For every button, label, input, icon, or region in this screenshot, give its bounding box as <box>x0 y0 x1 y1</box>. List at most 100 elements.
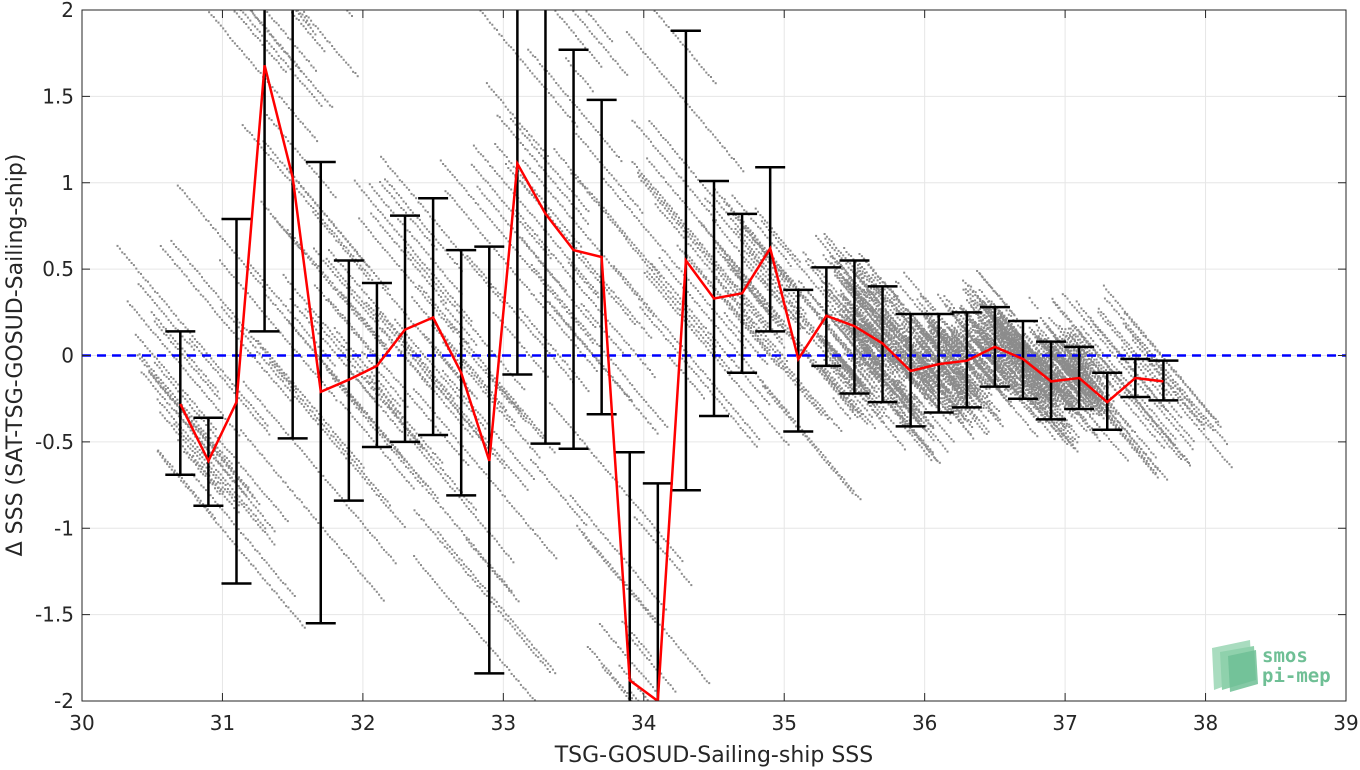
scatter-point <box>541 241 543 243</box>
scatter-point <box>337 313 339 315</box>
scatter-point <box>568 239 570 241</box>
scatter-point <box>430 488 432 490</box>
scatter-point <box>475 344 477 346</box>
scatter-point <box>517 408 519 410</box>
scatter-point <box>222 469 224 471</box>
scatter-point <box>463 459 465 461</box>
scatter-point <box>222 238 224 240</box>
scatter-point <box>440 473 442 475</box>
scatter-point <box>534 233 536 235</box>
scatter-point <box>494 570 496 572</box>
scatter-point <box>472 574 474 576</box>
scatter-point <box>257 340 259 342</box>
scatter-point <box>257 37 259 39</box>
scatter-point <box>541 541 543 543</box>
scatter-point <box>512 621 514 623</box>
scatter-point <box>369 395 371 397</box>
scatter-point <box>556 361 558 363</box>
scatter-point <box>359 255 361 257</box>
scatter-point <box>289 179 291 181</box>
scatter-point <box>442 292 444 294</box>
scatter-point <box>598 62 600 64</box>
scatter-point <box>496 173 498 175</box>
scatter-point <box>380 311 382 313</box>
scatter-point <box>160 379 162 381</box>
scatter-point <box>207 384 209 386</box>
scatter-point <box>466 499 468 501</box>
scatter-point <box>548 207 550 209</box>
scatter-point <box>168 378 170 380</box>
scatter-point <box>439 418 441 420</box>
scatter-point <box>228 327 230 329</box>
scatter-point <box>329 41 331 43</box>
scatter-point <box>359 573 361 575</box>
scatter-point <box>484 593 486 595</box>
scatter-point <box>576 267 578 269</box>
scatter-point <box>570 264 572 266</box>
scatter-point <box>182 419 184 421</box>
scatter-point <box>408 189 410 191</box>
scatter-point <box>341 336 343 338</box>
scatter-point <box>333 225 335 227</box>
scatter-point <box>434 494 436 496</box>
scatter-point <box>484 587 486 589</box>
scatter-point <box>175 410 177 412</box>
scatter-point <box>436 351 438 353</box>
scatter-point <box>595 129 597 131</box>
scatter-point <box>266 284 268 286</box>
scatter-point <box>250 272 252 274</box>
scatter-point <box>268 374 270 376</box>
scatter-point <box>475 428 477 430</box>
scatter-point <box>396 192 398 194</box>
scatter-point <box>271 290 273 292</box>
scatter-point <box>369 582 371 584</box>
scatter-point <box>538 165 540 167</box>
scatter-point <box>288 235 290 237</box>
scatter-point <box>305 28 307 30</box>
scatter-point <box>476 376 478 378</box>
scatter-point <box>538 222 540 224</box>
scatter-point <box>449 194 451 196</box>
scatter-point <box>245 435 247 437</box>
scatter-point <box>194 338 196 340</box>
scatter-point <box>347 240 349 242</box>
scatter-point <box>210 494 212 496</box>
scatter-point <box>152 287 154 289</box>
scatter-point <box>510 424 512 426</box>
scatter-point <box>275 125 277 127</box>
scatter-point <box>301 450 303 452</box>
scatter-point <box>522 438 524 440</box>
scatter-point <box>535 141 537 143</box>
scatter-point <box>211 479 213 481</box>
scatter-point <box>366 357 368 359</box>
scatter-point <box>187 435 189 437</box>
scatter-point <box>276 419 278 421</box>
scatter-point <box>212 367 214 369</box>
scatter-point <box>529 233 531 235</box>
scatter-point <box>646 332 648 334</box>
scatter-point <box>205 446 207 448</box>
scatter-point <box>203 392 205 394</box>
scatter-point <box>491 601 493 603</box>
scatter-point <box>402 223 404 225</box>
scatter-point <box>256 28 258 30</box>
scatter-point <box>398 234 400 236</box>
scatter-point <box>373 302 375 304</box>
scatter-point <box>203 444 205 446</box>
scatter-point <box>382 214 384 216</box>
scatter-point <box>400 236 402 238</box>
scatter-point <box>310 205 312 207</box>
scatter-point <box>447 383 449 385</box>
scatter-point <box>278 475 280 477</box>
scatter-point <box>198 428 200 430</box>
scatter-point <box>396 346 398 348</box>
scatter-point <box>485 277 487 279</box>
scatter-point <box>483 471 485 473</box>
scatter-point <box>266 371 268 373</box>
scatter-point <box>389 235 391 237</box>
scatter-point <box>502 296 504 298</box>
scatter-point <box>518 600 520 602</box>
scatter-point <box>348 557 350 559</box>
scatter-point <box>482 362 484 364</box>
scatter-point <box>257 449 259 451</box>
